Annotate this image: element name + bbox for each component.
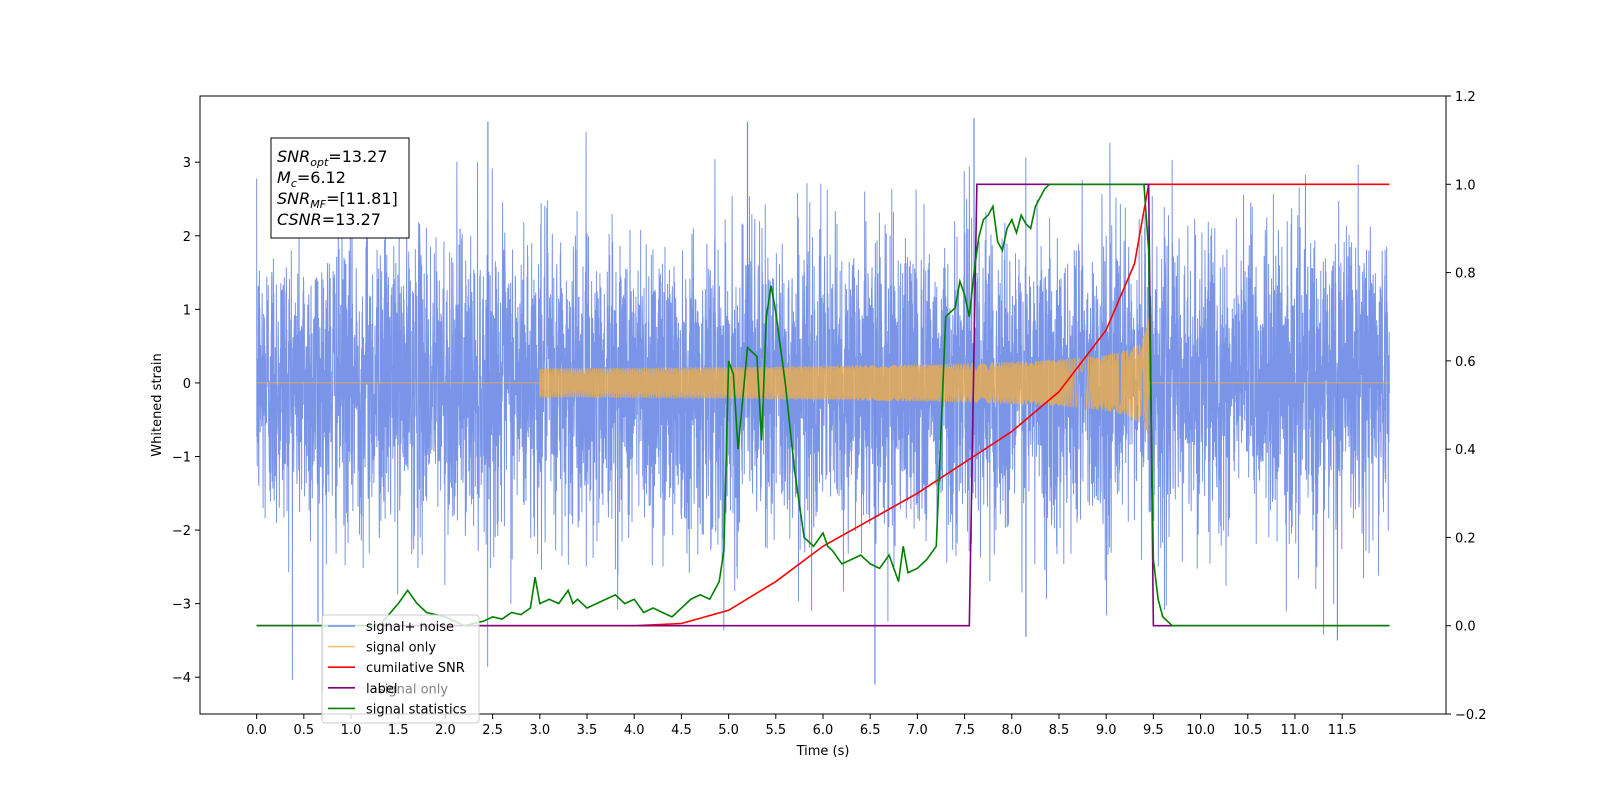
y-right-tick-label: 0.2 xyxy=(1455,531,1476,546)
x-tick-label: 2.0 xyxy=(435,723,456,738)
legend-label: cumilative SNR xyxy=(366,661,465,676)
legend-label: signal only xyxy=(366,641,436,656)
x-tick-label: 7.5 xyxy=(954,723,975,738)
y-tick-label: −3 xyxy=(172,598,191,613)
y-right-tick-label: −0.2 xyxy=(1455,708,1487,723)
x-tick-label: 5.0 xyxy=(718,723,739,738)
legend-label: label xyxy=(366,682,397,697)
x-tick-label: 7.0 xyxy=(907,723,928,738)
x-tick-label: 6.0 xyxy=(813,723,834,738)
series-cumilative-snr xyxy=(256,183,1390,627)
x-tick-label: 2.5 xyxy=(482,723,503,738)
y-right-tick-label: 1.2 xyxy=(1455,90,1476,105)
x-tick-label: 1.0 xyxy=(341,723,362,738)
x-tick-label: 8.0 xyxy=(1001,723,1022,738)
series-layer xyxy=(256,118,1390,692)
stats-annotation-line: CSNR=13.27 xyxy=(277,210,381,229)
x-tick-label: 10.5 xyxy=(1233,723,1262,738)
x-tick-label: 3.0 xyxy=(529,723,550,738)
x-tick-label: 9.0 xyxy=(1096,723,1117,738)
legend-label: signal+ noise xyxy=(366,620,454,635)
y-tick-label: 2 xyxy=(183,230,191,245)
y-axis-label: Whitened strain xyxy=(150,353,165,456)
legend-overlap-text: signal only xyxy=(378,682,448,697)
y-right-tick-label: 0.8 xyxy=(1455,267,1476,282)
y-tick-label: −2 xyxy=(172,524,191,539)
series-signal-statistics xyxy=(256,183,1390,627)
series-signal-noise xyxy=(256,132,1390,692)
y-tick-label: 0 xyxy=(183,377,191,392)
stats-annotation-frame xyxy=(270,137,410,239)
y-tick-label: −4 xyxy=(172,671,191,686)
x-axis-label: Time (s) xyxy=(796,744,850,759)
x-tick-label: 4.5 xyxy=(671,723,692,738)
x-tick-label: 3.5 xyxy=(577,723,598,738)
legend-label: signal statistics xyxy=(366,702,467,717)
x-tick-label: 11.0 xyxy=(1280,723,1309,738)
legend-frame xyxy=(321,614,480,724)
stats-annotation-line: Mc=6.12 xyxy=(277,168,346,190)
y-right-tick-label: 0.4 xyxy=(1455,443,1476,458)
x-tick-label: 10.0 xyxy=(1186,723,1215,738)
x-tick-label: 0.5 xyxy=(293,723,314,738)
legend: signal+ noise signal only cumilative SNR la… xyxy=(321,614,480,724)
x-tick-label: 9.5 xyxy=(1143,723,1164,738)
x-tick-label: 8.5 xyxy=(1049,723,1070,738)
x-tick-label: 4.0 xyxy=(624,723,645,738)
stats-annotation-box: SNRopt=13.27Mc=6.12SNRMF=[11.81]CSNR=13.… xyxy=(270,137,410,239)
stats-annotation-line: SNRopt=13.27 xyxy=(277,147,388,169)
stats-annotation-line: SNRMF=[11.81] xyxy=(277,189,398,211)
y-tick-label: −1 xyxy=(172,451,191,466)
x-tick-label: 11.5 xyxy=(1328,723,1357,738)
y-tick-label: 1 xyxy=(183,303,191,318)
x-tick-label: 0.0 xyxy=(246,723,267,738)
y-tick-label: 3 xyxy=(183,156,191,171)
x-tick-label: 5.5 xyxy=(765,723,786,738)
series-signal-only xyxy=(256,317,1390,444)
y-right-tick-label: 0.6 xyxy=(1455,355,1476,370)
y-right-tick-label: 0.0 xyxy=(1455,620,1476,635)
y-right-tick-label: 1.0 xyxy=(1455,178,1476,193)
axes-layer: 0.0 0.5 1.0 1.5 2.0 2.5 3.0 3.5 4.0 4.5 5.0 5.5 6.0 6… xyxy=(172,90,1487,738)
x-tick-label: 6.5 xyxy=(860,723,881,738)
x-tick-label: 1.5 xyxy=(388,723,409,738)
